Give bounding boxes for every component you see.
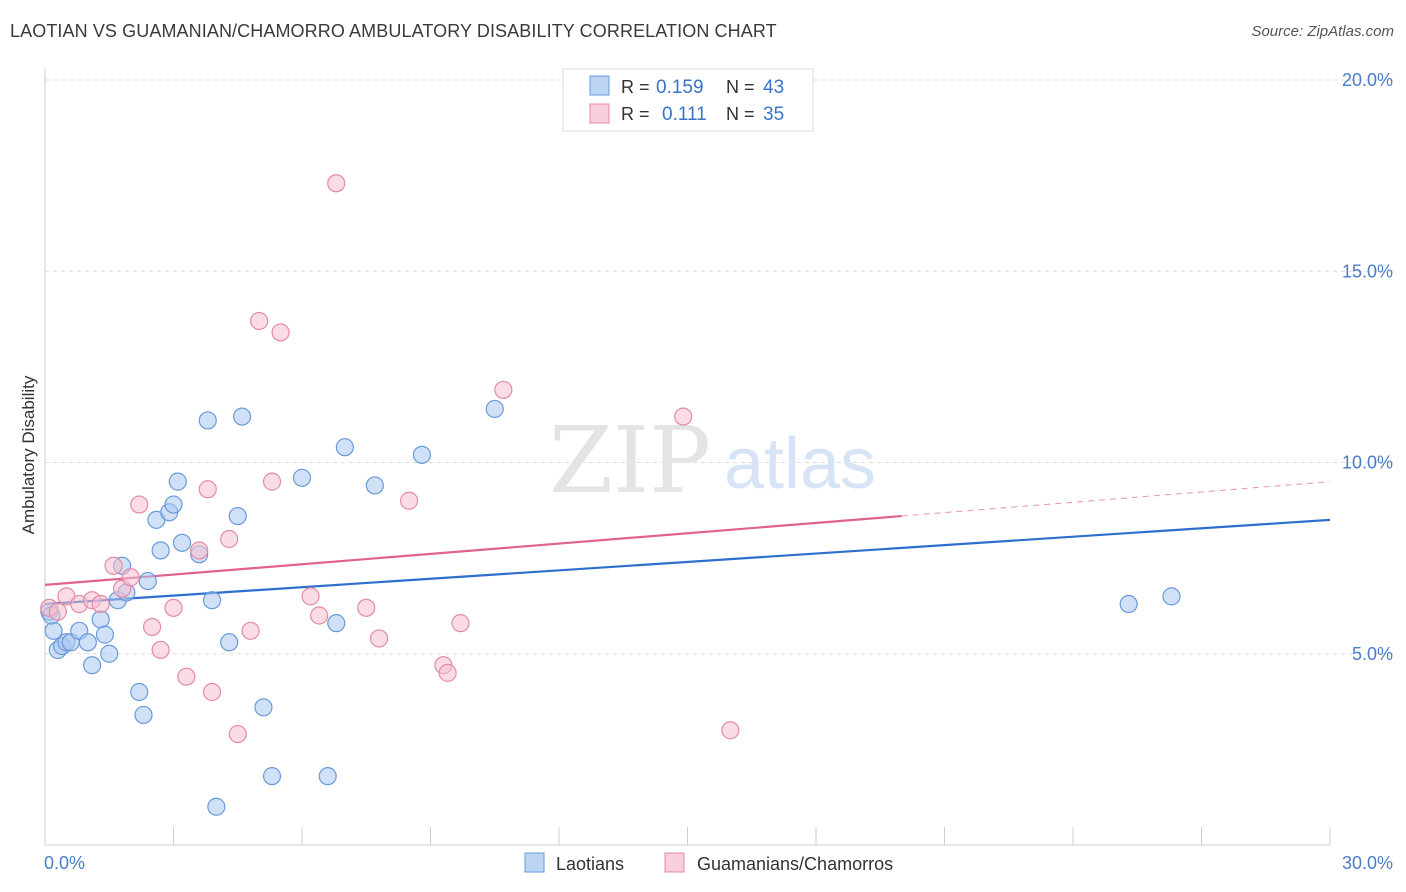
guam-point — [202, 682, 222, 702]
guam-point — [164, 598, 183, 617]
guam-point — [104, 556, 123, 575]
laotians-point — [168, 472, 187, 491]
guam-point — [250, 311, 269, 331]
guam-point — [357, 598, 376, 617]
x-tick-label: 0.0% — [44, 853, 85, 873]
watermark-atlas: atlas — [724, 424, 876, 504]
laotians-point — [83, 656, 102, 675]
laotians-point — [220, 633, 239, 652]
laotians-point — [365, 476, 384, 495]
laotians-point — [134, 705, 153, 725]
guam-point — [228, 724, 247, 744]
laotians-point — [78, 633, 97, 652]
guam-point — [177, 667, 196, 686]
guam-point — [327, 174, 346, 193]
y-tick-label: 15.0% — [1342, 261, 1393, 281]
y-tick-label: 10.0% — [1342, 453, 1393, 473]
laotians-point — [327, 614, 346, 633]
laotians-point — [412, 445, 432, 464]
points-layer — [40, 174, 1181, 816]
guam-point — [399, 491, 419, 510]
legend-label-guam: Guamanians/Chamorros — [697, 854, 893, 874]
guam-point — [121, 568, 140, 587]
guam-trend-line — [44, 514, 902, 586]
laotians-point — [151, 541, 170, 560]
guam-point — [130, 495, 149, 514]
guam-point — [494, 380, 513, 399]
y-tick-label: 5.0% — [1352, 644, 1393, 664]
stats-n-label: N = — [726, 104, 755, 124]
guam-point — [48, 602, 67, 621]
stats-n-label: N = — [726, 77, 755, 97]
guam-point — [262, 472, 282, 491]
guam-point — [674, 407, 693, 426]
laotians-point — [292, 468, 312, 487]
axis-layer: 5.0% 10.0% 15.0% 20.0% 0.0% 30.0% — [44, 68, 1393, 873]
y-tick-label: 20.0% — [1342, 70, 1393, 90]
legend-swatch-guam — [664, 852, 685, 873]
laotians-point — [207, 797, 226, 816]
guam-point — [198, 480, 217, 499]
guam-point — [438, 663, 457, 682]
stats-swatch-guam — [589, 103, 610, 124]
laotians-point — [202, 591, 222, 610]
stats-n-value: 43 — [763, 77, 784, 98]
laotians-point — [262, 767, 282, 786]
guam-point — [271, 323, 290, 342]
guam-trend-extension — [901, 481, 1331, 517]
laotians-point — [138, 571, 157, 591]
source-label: Source: ZipAtlas.com — [1251, 23, 1394, 40]
guam-point — [151, 640, 170, 660]
y-axis-label: Ambulatory Disability — [19, 375, 38, 534]
stats-r-value: 0.111 — [662, 104, 707, 125]
watermark: ZIP atlas — [549, 407, 876, 514]
guam-point — [721, 721, 740, 740]
legend-label-laotians: Laotians — [556, 854, 624, 874]
laotians-point — [1119, 594, 1138, 614]
laotians-point — [164, 495, 183, 514]
laotians-point — [232, 407, 252, 426]
laotians-point — [95, 625, 115, 644]
trend-layer — [44, 481, 1331, 606]
laotians-point — [130, 682, 149, 702]
guam-point — [301, 587, 320, 606]
guam-point — [370, 629, 389, 648]
laotians-point — [198, 411, 217, 430]
guam-point — [91, 594, 110, 614]
guam-point — [190, 541, 209, 560]
guam-point — [241, 621, 260, 640]
chart-title: LAOTIAN VS GUAMANIAN/CHAMORRO AMBULATORY… — [10, 21, 777, 41]
laotians-point — [318, 767, 337, 786]
legend-swatch-laotians — [524, 852, 545, 873]
stats-n-value: 35 — [763, 104, 784, 125]
stats-r-value: 0.159 — [656, 77, 704, 98]
laotians-point — [91, 610, 110, 629]
laotians-point — [485, 399, 504, 419]
stats-r-label: R = — [621, 77, 650, 97]
stats-swatch-laotians — [589, 75, 610, 96]
guam-point — [220, 529, 239, 549]
laotians-point — [100, 644, 119, 663]
laotians-point — [254, 698, 273, 717]
guam-point — [451, 614, 470, 633]
laotians-trend-line — [44, 518, 1331, 606]
stats-legend: R = 0.159 N = 43 R = 0.111 N = 35 — [562, 68, 814, 132]
laotians-point — [335, 438, 354, 457]
laotians-point — [1162, 587, 1181, 606]
stats-r-label: R = — [621, 104, 650, 124]
guam-point — [310, 606, 329, 625]
x-tick-label: 30.0% — [1342, 853, 1393, 873]
laotians-point — [172, 533, 192, 552]
laotians-point — [228, 506, 247, 526]
guam-point — [142, 617, 162, 637]
series-legend: Laotians Guamanians/Chamorros — [524, 852, 893, 874]
